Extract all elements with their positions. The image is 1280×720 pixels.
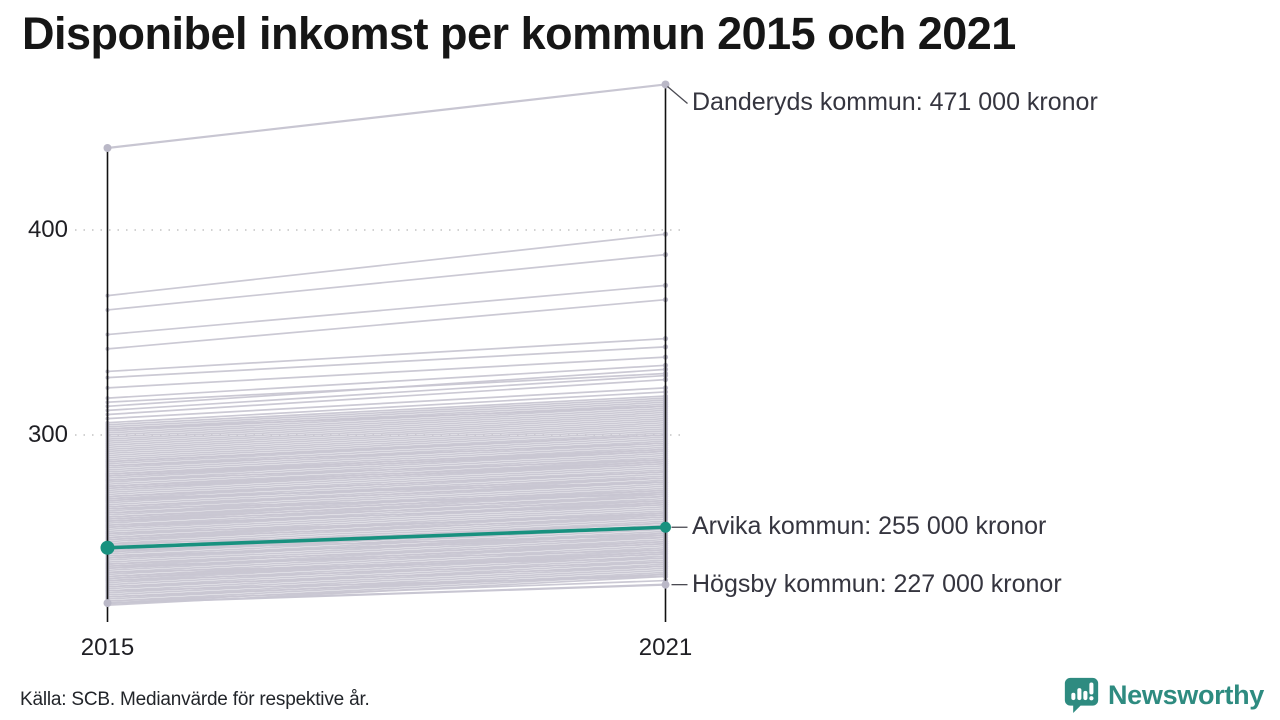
x-axis-label-2015: 2015 bbox=[80, 634, 135, 661]
chart-title: Disponibel inkomst per kommun 2015 och 2… bbox=[22, 8, 1016, 59]
x-axis-label-2021: 2021 bbox=[638, 634, 693, 661]
annotation-arvika: Arvika kommun: 255 000 kronor bbox=[692, 512, 1047, 541]
y-axis-tick-300: 300 bbox=[27, 421, 68, 448]
newsworthy-bubble-chart-icon bbox=[1063, 676, 1100, 714]
newsworthy-logo: Newsworthy bbox=[1063, 676, 1264, 714]
y-axis-tick-400: 400 bbox=[27, 216, 68, 243]
newsworthy-logo-text: Newsworthy bbox=[1107, 679, 1264, 710]
annotation-danderyd: Danderyds kommun: 471 000 kronor bbox=[692, 88, 1098, 117]
source-note: Källa: SCB. Medianvärde för respektive å… bbox=[20, 689, 370, 710]
annotation-hogsby: Högsby kommun: 227 000 kronor bbox=[692, 569, 1062, 598]
